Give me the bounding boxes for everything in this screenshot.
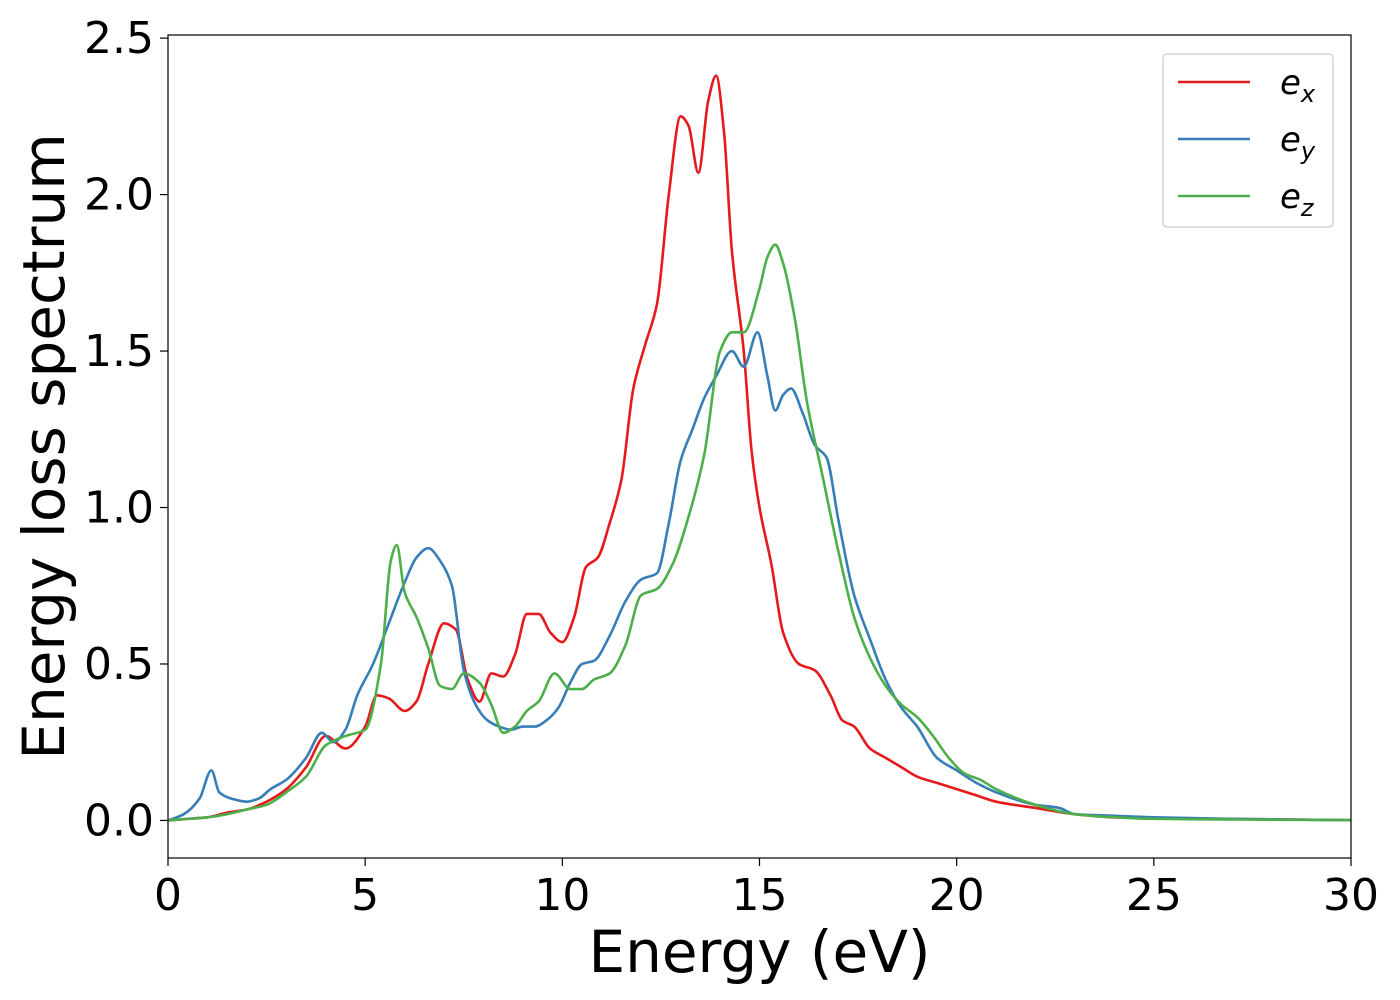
legend-label-z: ez (1280, 177, 1315, 222)
y-axis-label: Energy loss spectrum (10, 133, 78, 759)
y-tick-label: 0.0 (84, 795, 154, 846)
x-axis-label: Energy (eV) (588, 918, 930, 986)
legend-label-base: e (1280, 63, 1301, 103)
x-axis-ticks: 0 5 10 15 20 25 30 (154, 858, 1379, 921)
series-line-x (168, 74, 1351, 822)
series-lines (168, 74, 1351, 822)
x-tick-label: 10 (534, 870, 590, 921)
y-tick-label: 1.5 (84, 326, 154, 377)
legend-box (1162, 53, 1334, 228)
legend-label-base: e (1280, 120, 1301, 160)
legend-label-x: ex (1280, 63, 1316, 108)
legend-label-subscript: x (1300, 80, 1316, 108)
y-tick-label: 1.0 (84, 483, 154, 534)
x-tick-label: 25 (1126, 870, 1182, 921)
y-axis-ticks: 0.0 0.5 1.0 1.5 2.0 2.5 (84, 13, 168, 846)
x-tick-label: 0 (154, 870, 182, 921)
series-line-z (168, 243, 1351, 822)
y-tick-label: 2.5 (84, 13, 154, 64)
legend-label-subscript: z (1300, 194, 1315, 222)
y-tick-label: 0.5 (84, 639, 154, 690)
x-tick-label: 20 (929, 870, 985, 921)
x-tick-label: 30 (1323, 870, 1379, 921)
x-tick-label: 15 (732, 870, 788, 921)
y-tick-label: 2.0 (84, 170, 154, 221)
legend-label-subscript: y (1300, 137, 1316, 165)
legend-label-y: ey (1280, 120, 1316, 165)
series-line-y (168, 330, 1351, 822)
x-tick-label: 5 (351, 870, 379, 921)
legend-label-base: e (1280, 177, 1301, 217)
